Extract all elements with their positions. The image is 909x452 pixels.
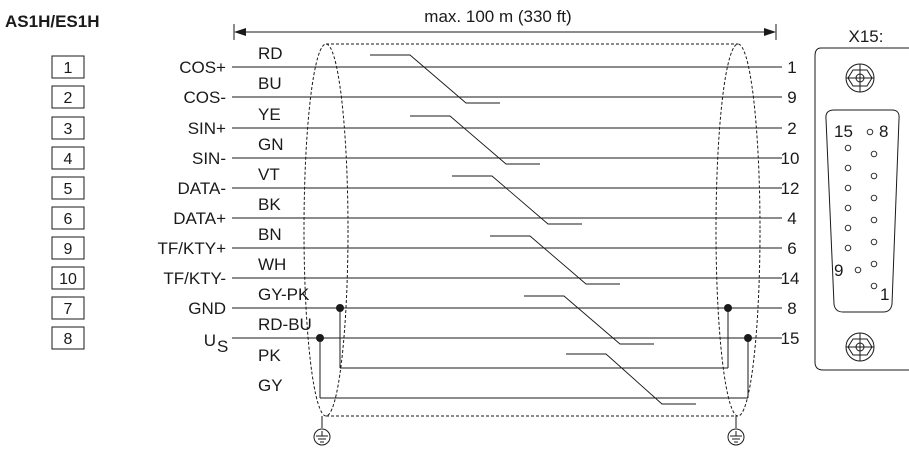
left-pin-number: 1 xyxy=(64,60,73,77)
left-pin-number: 6 xyxy=(64,211,73,228)
bridge-wires xyxy=(316,304,752,399)
pin-box xyxy=(51,326,85,350)
left-pin-number: 2 xyxy=(64,90,73,107)
pin-box xyxy=(51,296,85,320)
junction-dot xyxy=(316,334,324,342)
wire-color-labels: RD BU YE GN VT BK BN WH GY-PK RD-BU PK G… xyxy=(258,44,312,395)
signal-names: COS+ COS- SIN+ SIN- DATA- DATA+ TF/KTY+ … xyxy=(158,58,229,356)
right-pin-numbers: 1 9 2 10 12 4 6 14 8 15 xyxy=(781,58,800,348)
dsub-shell xyxy=(825,109,900,313)
wire-color: GY-PK xyxy=(258,285,310,304)
junction-dot xyxy=(724,304,732,312)
left-pin-number: 10 xyxy=(59,271,77,288)
diagram-title: AS1H/ES1H xyxy=(5,12,99,31)
cable-shield xyxy=(303,43,761,417)
left-pin-number: 7 xyxy=(64,301,73,318)
signal-name: TF/KTY+ xyxy=(158,239,227,258)
signal-name: COS+ xyxy=(179,58,226,77)
left-pin-number: 5 xyxy=(64,181,73,198)
wire-color: GN xyxy=(258,135,284,154)
pin-box xyxy=(51,206,85,230)
connector-pin-number: 4 xyxy=(787,209,796,228)
dsub-pins xyxy=(844,128,878,290)
wire-color: BK xyxy=(258,195,281,214)
junction-dot xyxy=(744,334,752,342)
pin-box xyxy=(51,146,85,170)
wire-color: BN xyxy=(258,225,282,244)
pin-box xyxy=(51,116,85,140)
x15-connector: X15: xyxy=(814,27,909,371)
connector-pin-number: 6 xyxy=(787,239,796,258)
wire-color: RD-BU xyxy=(258,315,312,334)
dsub-pin-label: 1 xyxy=(880,285,889,304)
connector-label: X15: xyxy=(849,27,884,46)
wire-color: PK xyxy=(258,346,281,365)
wire-color: YE xyxy=(258,105,281,124)
pin-box xyxy=(51,236,85,260)
connector-pin-number: 2 xyxy=(787,119,796,138)
left-pin-number: 9 xyxy=(64,241,73,258)
wire-color: WH xyxy=(258,255,286,274)
signal-name: DATA- xyxy=(178,179,226,198)
signal-name-supply: U xyxy=(204,331,216,350)
ground-icon xyxy=(727,416,745,446)
connector-pin-number: 10 xyxy=(781,149,800,168)
pin-box xyxy=(51,55,85,79)
left-pin-number: 8 xyxy=(64,331,73,348)
pin-box xyxy=(51,85,85,109)
pin-box xyxy=(51,176,85,200)
signal-name: SIN+ xyxy=(188,119,226,138)
wire-color: RD xyxy=(258,44,283,63)
length-dimension: max. 100 m (330 ft) xyxy=(233,7,777,40)
signal-name: TF/KTY- xyxy=(163,269,226,288)
wire-color: BU xyxy=(258,74,282,93)
signal-name: DATA+ xyxy=(173,209,226,228)
ground-icon xyxy=(313,416,331,446)
wire-color: GY xyxy=(258,376,283,395)
signal-name: SIN- xyxy=(192,149,226,168)
twisted-pair-marks xyxy=(370,54,696,405)
connector-pin-number: 8 xyxy=(787,299,796,318)
signal-wires xyxy=(232,66,782,339)
connector-pin-number: 14 xyxy=(781,269,800,288)
pin-box xyxy=(51,266,85,290)
connector-pin-number: 15 xyxy=(781,329,800,348)
left-pin-number: 4 xyxy=(64,151,73,168)
dsub-pin-label: 15 xyxy=(834,122,853,141)
signal-name: COS- xyxy=(184,88,227,107)
connector-pin-number: 9 xyxy=(787,88,796,107)
signal-name: GND xyxy=(188,299,226,318)
left-pin-number: 3 xyxy=(64,121,73,138)
dsub-pin-label: 8 xyxy=(879,122,888,141)
left-pin-boxes: 1 2 3 4 5 6 9 10 7 8 xyxy=(51,55,85,350)
length-label: max. 100 m (330 ft) xyxy=(424,7,571,26)
dsub-pin-label: 9 xyxy=(834,261,843,280)
junction-dot xyxy=(336,304,344,312)
signal-subscript: S xyxy=(217,337,228,356)
connector-pin-number: 12 xyxy=(781,179,800,198)
connector-pin-number: 1 xyxy=(787,58,796,77)
wire-color: VT xyxy=(258,165,280,184)
